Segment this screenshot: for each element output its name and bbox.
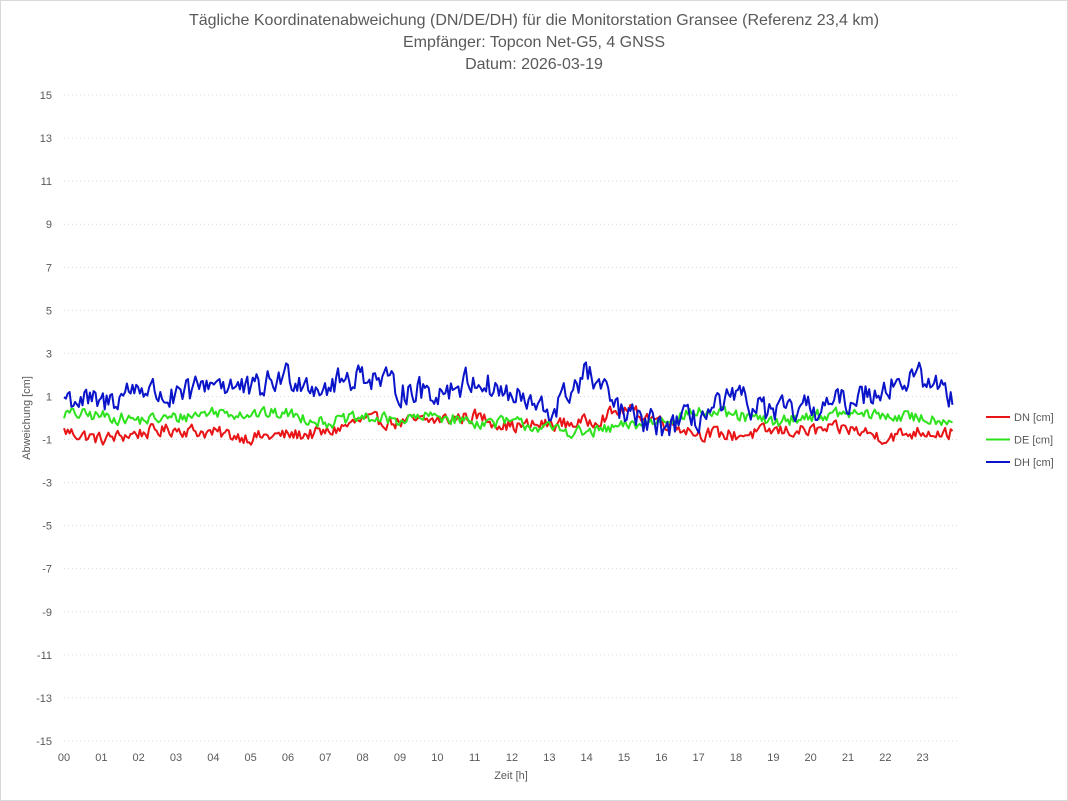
y-tick-label: 5 — [46, 305, 52, 317]
x-tick-label: 23 — [917, 752, 929, 764]
y-axis-title: Abweichung [cm] — [21, 376, 33, 460]
x-tick-label: 05 — [245, 752, 257, 764]
y-tick-label: -15 — [36, 736, 52, 748]
y-tick-label: 7 — [46, 262, 52, 274]
x-tick-label: 01 — [95, 752, 107, 764]
y-tick-label: -7 — [42, 564, 52, 576]
y-tick-label: -3 — [42, 478, 52, 490]
y-tick-label: 11 — [41, 176, 52, 188]
x-tick-label: 19 — [767, 752, 779, 764]
x-axis-ticks: 00 01 02 03 04 05 06 07 08 09 10 11 12 13 14 15 16 17 18 19… — [58, 752, 929, 764]
x-tick-label: 22 — [879, 752, 891, 764]
y-tick-label: -11 — [37, 650, 52, 662]
x-tick-label: 07 — [319, 752, 331, 764]
y-tick-label: 13 — [40, 133, 52, 145]
x-tick-label: 09 — [394, 752, 406, 764]
y-tick-label: 1 — [46, 391, 52, 403]
x-tick-label: 21 — [842, 752, 854, 764]
y-tick-label: 9 — [46, 219, 52, 231]
x-tick-label: 08 — [357, 752, 369, 764]
x-tick-label: 02 — [133, 752, 145, 764]
legend: DN [cm] DE [cm] DH [cm] — [986, 412, 1054, 469]
x-tick-label: 10 — [431, 752, 443, 764]
x-tick-label: 11 — [469, 752, 480, 764]
x-tick-label: 17 — [693, 752, 705, 764]
x-tick-label: 00 — [58, 752, 70, 764]
x-tick-label: 20 — [805, 752, 817, 764]
y-tick-label: -5 — [42, 521, 52, 533]
y-tick-label: 3 — [46, 348, 52, 360]
x-tick-label: 18 — [730, 752, 742, 764]
y-axis-ticks: 15 13 11 9 7 5 3 1 -1 -3 -5 -7 -9 -11 -13 -15 — [36, 90, 52, 748]
x-tick-label: 03 — [170, 752, 182, 764]
y-tick-label: -1 — [42, 435, 52, 447]
x-tick-label: 14 — [581, 752, 593, 764]
y-tick-label: 15 — [40, 90, 52, 102]
series-line-dn — [64, 405, 953, 445]
x-tick-label: 04 — [207, 752, 219, 764]
x-tick-label: 15 — [618, 752, 630, 764]
legend-label: DE [cm] — [1014, 435, 1053, 447]
series-layer — [64, 362, 953, 444]
x-tick-label: 12 — [506, 752, 518, 764]
legend-label: DH [cm] — [1014, 457, 1054, 469]
y-tick-label: -13 — [36, 693, 52, 705]
legend-label: DN [cm] — [1014, 412, 1054, 424]
line-chart: 15131197531-1-3-5-7-9-11-13-15 00 01 02 03 0… — [0, 0, 1068, 801]
x-tick-label: 13 — [543, 752, 555, 764]
y-tick-label: -9 — [42, 607, 52, 619]
x-tick-label: 06 — [282, 752, 294, 764]
x-axis-title: Zeit [h] — [494, 770, 528, 782]
x-tick-label: 16 — [655, 752, 667, 764]
